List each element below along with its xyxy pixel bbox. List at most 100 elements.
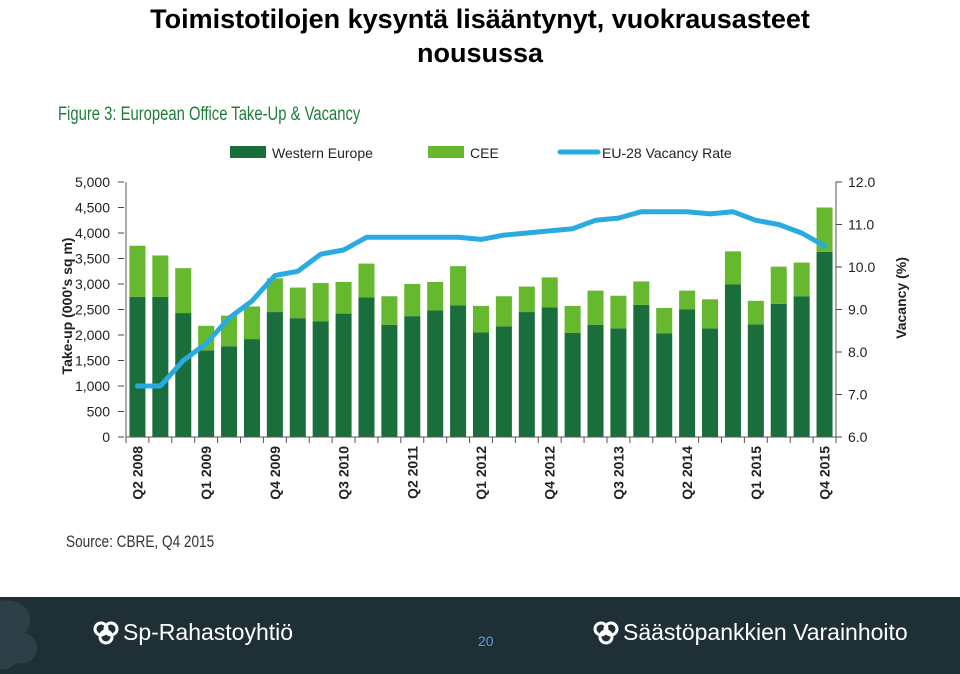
page-number: 20	[478, 633, 494, 649]
bar-western-europe	[587, 324, 604, 437]
y2-tick-label: 12.0	[848, 174, 875, 190]
brand-right-label: Säästöpankkien Varainhoito	[623, 619, 908, 645]
clover-leaf-icon	[93, 621, 119, 644]
chart: Western Europe CEE EU-28 Vacancy Rate 5,000…	[59, 145, 909, 500]
bar-cee	[587, 290, 604, 325]
bar-western-europe	[312, 321, 329, 437]
x-tick-label: Q4 2012	[542, 446, 558, 500]
bar-cee	[427, 281, 444, 311]
bar-western-europe	[541, 307, 558, 437]
y2-axis-title: Vacancy (%)	[893, 257, 909, 339]
bar-western-europe	[152, 296, 169, 437]
bar-western-europe	[610, 328, 627, 437]
bar-cee	[266, 278, 283, 313]
y2-tick-label: 9.0	[848, 302, 868, 318]
slide-title-line1: Toimistotilojen kysyntä lisääntynyt, vuo…	[150, 4, 810, 34]
bar-western-europe	[243, 339, 260, 437]
bar-western-europe	[381, 324, 398, 437]
bar-cee	[541, 277, 558, 308]
bar-western-europe	[198, 350, 215, 437]
bar-western-europe	[747, 324, 764, 437]
x-tick-label: Q3 2013	[610, 446, 626, 500]
bar-western-europe	[633, 304, 650, 437]
bar-western-europe	[266, 312, 283, 437]
bar-cee	[770, 266, 787, 304]
legend-label-2: EU-28 Vacancy Rate	[602, 145, 732, 161]
bar-western-europe	[770, 303, 787, 437]
legend-label-0: Western Europe	[272, 145, 373, 161]
bar-western-europe	[358, 297, 375, 437]
bar-western-europe	[702, 328, 719, 437]
y-tick-label: 1,000	[75, 378, 110, 394]
bar-western-europe	[404, 316, 421, 437]
x-tick-label: Q2 2014	[679, 446, 695, 500]
series-line-vacancy-rate	[135, 209, 827, 389]
bar-western-europe	[450, 305, 467, 437]
bar-cee	[243, 306, 260, 340]
y-tick-label: 2,000	[75, 327, 110, 343]
bar-western-europe	[564, 332, 581, 437]
bar-cee	[289, 287, 306, 319]
brand-saastopankkien-varainhoito: Säästöpankkien Varainhoito	[593, 619, 908, 646]
y2-tick-label: 8.0	[848, 344, 868, 360]
y-tick-label: 0	[102, 429, 110, 445]
bar-cee	[175, 268, 192, 314]
bar-cee	[633, 281, 650, 305]
y2-tick-label: 10.0	[848, 259, 875, 275]
bar-cee	[404, 284, 421, 317]
x-tick-label: Q4 2015	[817, 446, 833, 500]
x-tick-label: Q3 2010	[336, 446, 352, 500]
bar-western-europe	[793, 296, 810, 437]
legend-swatch-1	[428, 146, 464, 158]
y-tick-label: 5,000	[75, 174, 110, 190]
x-tick-label: Q2 2008	[129, 446, 145, 500]
bar-cee	[495, 296, 512, 327]
bar-western-europe	[335, 313, 352, 437]
bar-western-europe	[472, 332, 490, 437]
bar-cee	[129, 245, 146, 297]
brand-left-label: Sp-Rahastoyhtiö	[123, 619, 294, 645]
slide-title: Toimistotilojen kysyntä lisääntynyt, vuo…	[0, 2, 960, 70]
x-tick-label: Q4 2009	[267, 446, 283, 500]
brand-sp-rahastoyhtio: Sp-Rahastoyhtiö	[93, 619, 293, 646]
bar-cee	[450, 266, 467, 306]
bar-cee	[335, 281, 352, 314]
source-note: Source: CBRE, Q4 2015	[66, 532, 215, 551]
bar-cee	[679, 290, 696, 310]
y-axis-title: Take-up (000's sq m)	[59, 238, 75, 375]
decorative-clover-icon	[0, 600, 38, 670]
bar-cee	[312, 282, 329, 322]
y-tick-label: 500	[87, 404, 111, 420]
y2-tick-label: 11.0	[848, 217, 874, 233]
legend-label-1: CEE	[470, 145, 499, 161]
bar-western-europe	[679, 309, 696, 437]
bar-cee	[518, 286, 535, 313]
bar-western-europe	[175, 313, 192, 437]
bar-cee	[702, 299, 719, 329]
footer-bar: Sp-Rahastoyhtiö 20 Säästöpankkien Varain…	[0, 597, 960, 674]
bar-cee	[793, 262, 810, 297]
bar-cee	[747, 300, 764, 325]
bar-western-europe	[221, 346, 238, 437]
bar-western-europe	[129, 296, 146, 437]
bar-cee	[152, 255, 169, 297]
x-tick-label: Q1 2012	[473, 446, 489, 500]
bar-western-europe	[816, 251, 833, 437]
bar-western-europe	[518, 312, 535, 437]
bar-cee	[724, 251, 741, 285]
x-tick-label: Q2 2011	[404, 446, 420, 499]
bar-western-europe	[495, 326, 512, 437]
y-tick-label: 1,500	[75, 353, 110, 369]
bar-cee	[358, 263, 375, 298]
bar-cee	[656, 307, 673, 334]
x-tick-label: Q1 2009	[198, 446, 214, 500]
figure-title: Figure 3: European Office Take-Up & Vaca…	[58, 104, 361, 125]
y2-tick-label: 7.0	[848, 387, 868, 403]
bar-western-europe	[724, 284, 741, 437]
x-tick-label: Q1 2015	[748, 446, 764, 500]
y-tick-label: 3,500	[75, 251, 110, 267]
bar-western-europe	[289, 318, 306, 437]
clover-leaf-icon	[593, 621, 619, 644]
bar-western-europe	[656, 333, 673, 437]
bar-cee	[564, 305, 581, 333]
